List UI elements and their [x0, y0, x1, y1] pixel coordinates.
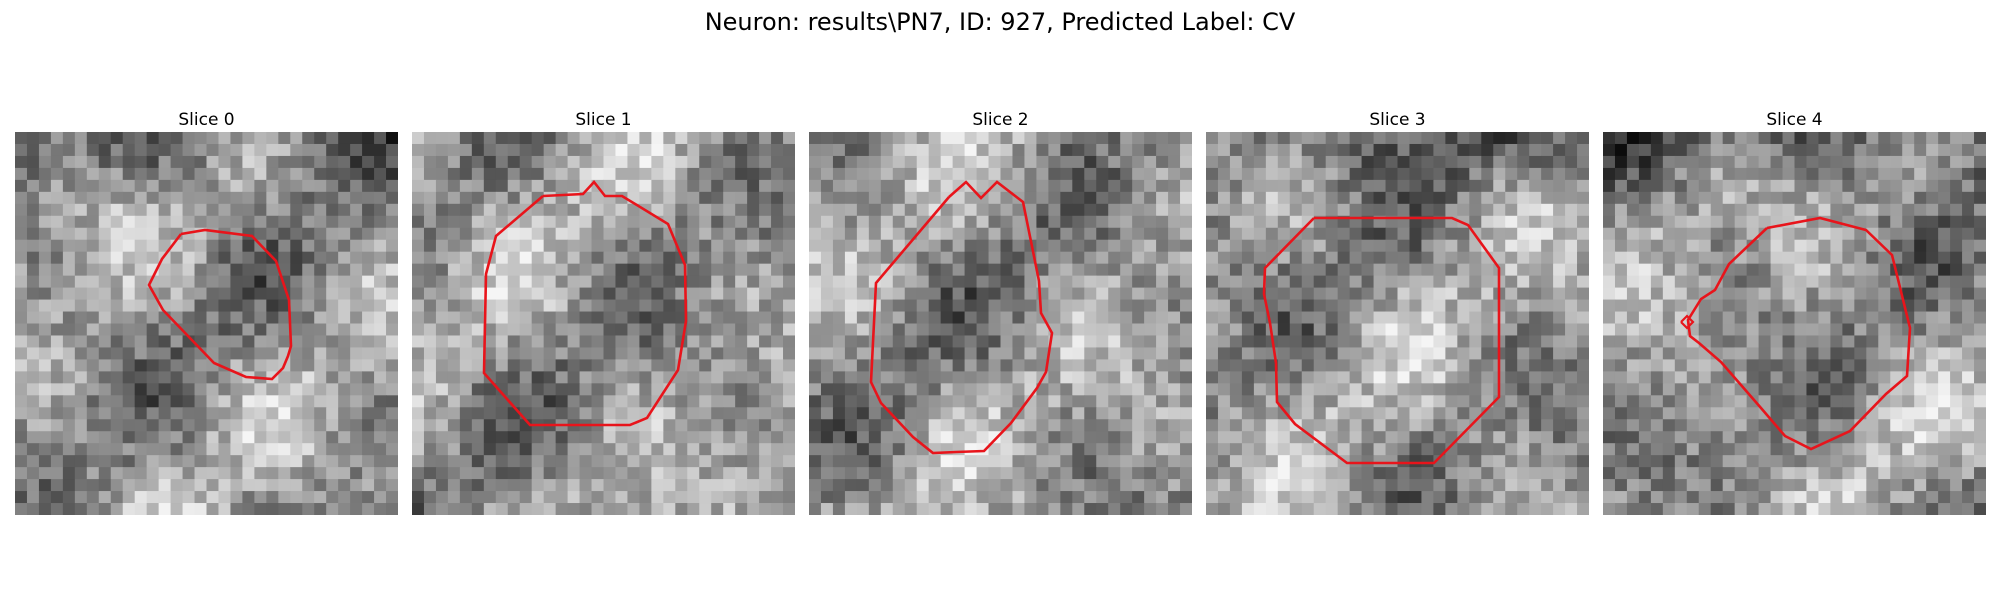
- slice-title: Slice 3: [1369, 110, 1426, 130]
- figure-title: Neuron: results\PN7, ID: 927, Predicted …: [704, 8, 1296, 36]
- slice-title: Slice 0: [178, 110, 235, 130]
- slice-image: [809, 132, 1192, 515]
- slice-title: Slice 2: [972, 110, 1029, 130]
- segmentation-contour: [147, 228, 293, 381]
- segmentation-contour: [1686, 216, 1912, 451]
- segmentation-contour: [1262, 216, 1501, 465]
- slice-image: [1603, 132, 1986, 515]
- slice-title: Slice 4: [1766, 110, 1823, 130]
- slice-title: Slice 1: [575, 110, 632, 130]
- slice-image: [15, 132, 398, 515]
- slice-panel-0: Slice 0: [15, 108, 398, 515]
- segmentation-contour-artifact: [1680, 314, 1695, 330]
- slice-panel-4: Slice 4: [1603, 108, 1986, 515]
- slice-panel-3: Slice 3: [1206, 108, 1589, 515]
- segmentation-contour: [869, 180, 1054, 455]
- slice-image: [412, 132, 795, 515]
- slice-panel-2: Slice 2: [809, 108, 1192, 515]
- segmentation-contour: [482, 179, 688, 427]
- slice-image: [1206, 132, 1589, 515]
- slice-panel-1: Slice 1: [412, 108, 795, 515]
